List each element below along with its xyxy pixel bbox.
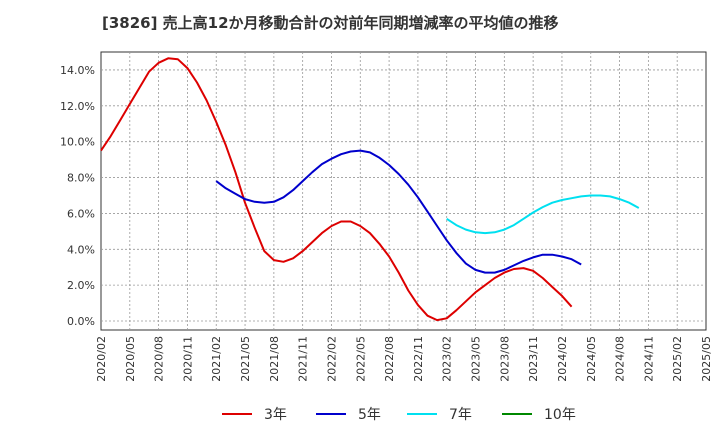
y-tick-label: 12.0% (60, 100, 95, 113)
y-tick-label: 0.0% (67, 315, 95, 328)
y-tick-label: 10.0% (60, 136, 95, 149)
grid-lines-y (101, 69, 706, 322)
y-tick-label: 2.0% (67, 279, 95, 292)
plot-area (100, 51, 707, 331)
series-line-3年 (100, 57, 573, 322)
chart-title: [3826] 売上高12か月移動合計の対前年同期増減率の平均値の推移 (102, 14, 559, 32)
legend-label: 5年 (358, 407, 381, 423)
x-tick-label: 2025/02 (671, 336, 684, 382)
x-tick-label: 2022/11 (412, 336, 425, 382)
x-tick-label: 2021/11 (297, 336, 310, 382)
x-tick-label: 2020/11 (181, 336, 194, 382)
y-tick-label: 8.0% (67, 172, 95, 185)
y-tick-label: 14.0% (60, 64, 95, 77)
x-tick-label: 2024/02 (556, 336, 569, 382)
y-tick-label: 4.0% (67, 243, 95, 256)
series-line-5年 (215, 149, 582, 274)
x-tick-label: 2022/02 (325, 336, 338, 382)
legend-label: 3年 (264, 407, 287, 423)
x-tick-label: 2023/02 (441, 336, 454, 382)
x-tick-label: 2022/05 (354, 336, 367, 382)
series-lines (100, 57, 640, 322)
x-tick-label: 2021/08 (268, 336, 281, 382)
y-tick-label: 6.0% (67, 207, 95, 220)
x-tick-label: 2024/05 (585, 336, 598, 382)
x-tick-label: 2023/11 (527, 336, 540, 382)
x-tick-label: 2020/02 (95, 336, 108, 382)
legend: 3年 5年 7年 10年 (222, 407, 576, 423)
x-tick-label: 2023/05 (470, 336, 483, 382)
x-tick-label: 2023/08 (498, 336, 511, 382)
x-tick-label: 2021/02 (210, 336, 223, 382)
x-tick-label: 2024/08 (614, 336, 627, 382)
x-tick-label: 2020/08 (153, 336, 166, 382)
x-axis-ticks: 2020/02 2020/05 2020/08 2020/11 2021/02 2021/… (95, 336, 713, 382)
x-tick-label: 2021/05 (239, 336, 252, 382)
y-axis-ticks: 0.0% 2.0% 4.0% 6.0% 8.0% 10.0% 12.0% 14.0% (60, 64, 95, 328)
x-tick-label: 2020/05 (124, 336, 137, 382)
x-tick-label: 2025/05 (700, 336, 713, 382)
x-tick-label: 2024/11 (642, 336, 655, 382)
series-line-7年 (446, 194, 640, 235)
x-tick-label: 2022/08 (383, 336, 396, 382)
legend-label: 7年 (449, 407, 472, 423)
legend-label: 10年 (544, 407, 576, 423)
